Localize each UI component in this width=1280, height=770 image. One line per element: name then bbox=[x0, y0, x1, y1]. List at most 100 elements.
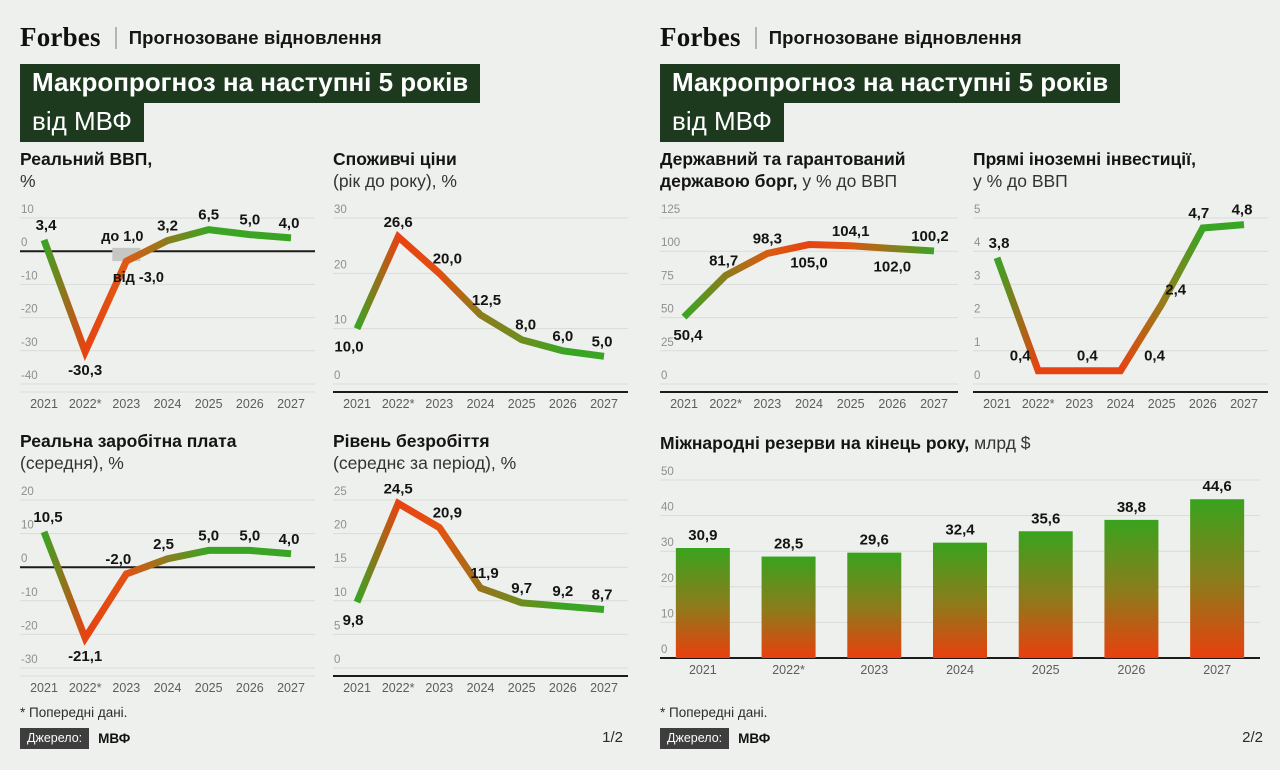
headline-box: Макропрогноз на наступні 5 років від МВФ bbox=[660, 64, 1121, 142]
svg-text:0: 0 bbox=[661, 370, 667, 382]
svg-text:-40: -40 bbox=[21, 370, 38, 382]
chart-real-gdp: Реальний ВВП, % 3,4 -30,3 3,2 6,5 5,0 4,0 до 1… bbox=[20, 148, 315, 414]
svg-text:11,9: 11,9 bbox=[470, 565, 498, 582]
svg-text:2022*: 2022* bbox=[69, 397, 102, 411]
svg-text:-20: -20 bbox=[21, 304, 38, 316]
svg-text:2027: 2027 bbox=[920, 397, 948, 411]
svg-text:-21,1: -21,1 bbox=[68, 648, 102, 665]
svg-text:-30,3: -30,3 bbox=[68, 362, 102, 379]
chart-title: Споживчі ціни (рік до року), % bbox=[333, 149, 457, 192]
svg-text:2025: 2025 bbox=[1032, 663, 1060, 677]
svg-text:2027: 2027 bbox=[1230, 397, 1258, 411]
svg-text:20: 20 bbox=[334, 520, 347, 532]
svg-text:0: 0 bbox=[974, 370, 980, 382]
svg-text:5,0: 5,0 bbox=[592, 333, 613, 350]
page-indicator: 1/2 bbox=[602, 729, 623, 746]
chart-title: Державний та гарантований державою борг,… bbox=[660, 149, 906, 192]
svg-text:2027: 2027 bbox=[1203, 663, 1231, 677]
svg-text:2026: 2026 bbox=[1189, 397, 1217, 411]
svg-text:2022*: 2022* bbox=[382, 681, 415, 695]
svg-text:2026: 2026 bbox=[236, 681, 264, 695]
masthead: Forbes Прогнозоване відновлення bbox=[20, 22, 382, 53]
svg-text:30: 30 bbox=[661, 537, 674, 549]
svg-text:2023: 2023 bbox=[860, 663, 888, 677]
svg-text:2024: 2024 bbox=[1107, 397, 1135, 411]
svg-text:2021: 2021 bbox=[30, 681, 58, 695]
svg-text:10: 10 bbox=[661, 608, 674, 620]
svg-text:2022*: 2022* bbox=[772, 663, 805, 677]
svg-text:32,4: 32,4 bbox=[945, 522, 975, 539]
svg-text:3,2: 3,2 bbox=[157, 218, 178, 235]
source-row: Джерело: МВФ bbox=[660, 728, 770, 749]
svg-text:2021: 2021 bbox=[983, 397, 1011, 411]
masthead-tagline: Прогнозоване відновлення bbox=[128, 26, 382, 48]
svg-text:2022*: 2022* bbox=[709, 397, 742, 411]
svg-text:2023: 2023 bbox=[112, 681, 140, 695]
svg-text:4,0: 4,0 bbox=[279, 215, 300, 232]
headline-line1: Макропрогноз на наступні 5 років bbox=[20, 64, 481, 103]
svg-text:2025: 2025 bbox=[195, 681, 223, 695]
svg-text:2021: 2021 bbox=[689, 663, 717, 677]
svg-text:2022*: 2022* bbox=[69, 681, 102, 695]
masthead-divider bbox=[114, 26, 117, 49]
chart-consumer-prices: Споживчі ціни (рік до року), % 10,0 26,6 2… bbox=[333, 148, 628, 414]
chart-title: Реальна заробітна плата (середня), % bbox=[20, 431, 237, 474]
chart-canvas-real-gdp: 3,4 -30,3 3,2 6,5 5,0 4,0 до 1,0 від -3,0 10 0 -10… bbox=[20, 204, 315, 411]
svg-text:75: 75 bbox=[661, 270, 674, 282]
svg-text:38,8: 38,8 bbox=[1117, 499, 1146, 516]
svg-text:0,4: 0,4 bbox=[1144, 348, 1166, 365]
svg-text:100: 100 bbox=[661, 237, 680, 249]
chart-real-wages: Реальна заробітна плата (середня), % 10,… bbox=[20, 430, 315, 698]
svg-text:2027: 2027 bbox=[590, 681, 618, 695]
svg-text:2023: 2023 bbox=[112, 397, 140, 411]
page-indicator: 2/2 bbox=[1242, 729, 1263, 746]
svg-text:2025: 2025 bbox=[837, 397, 865, 411]
svg-text:10: 10 bbox=[21, 204, 34, 216]
chart-fdi: Прямі іноземні інвестиції, у % до ВВП 3,… bbox=[973, 148, 1268, 414]
chart-canvas-unemployment: 9,8 24,5 20,9 11,9 9,7 9,2 8,7 25 20 15 10 5 0 2021 20… bbox=[333, 484, 628, 695]
svg-text:104,1: 104,1 bbox=[832, 223, 870, 240]
svg-text:2025: 2025 bbox=[508, 681, 536, 695]
svg-text:2025: 2025 bbox=[508, 397, 536, 411]
svg-text:2026: 2026 bbox=[236, 397, 264, 411]
source-value: МВФ bbox=[98, 731, 131, 746]
svg-text:5: 5 bbox=[974, 204, 980, 216]
svg-text:44,6: 44,6 bbox=[1203, 478, 1232, 495]
svg-text:2024: 2024 bbox=[946, 663, 974, 677]
chart-title: Міжнародні резерви на кінець року, млрд … bbox=[660, 433, 1031, 453]
svg-text:4,7: 4,7 bbox=[1188, 205, 1209, 222]
svg-text:25: 25 bbox=[334, 486, 347, 498]
svg-text:3,8: 3,8 bbox=[989, 235, 1010, 252]
chart-canvas-real-wages: 10,5 -21,1 -2,0 2,5 5,0 5,0 4,0 20 10 0 -10 -20 -30 2… bbox=[20, 486, 315, 695]
svg-text:2027: 2027 bbox=[590, 397, 618, 411]
chart-canvas-fdi: 3,8 0,4 0,4 0,4 2,4 4,7 4,8 5 4 3 2 1 0 2021 2022* 2023… bbox=[973, 202, 1268, 411]
svg-text:0: 0 bbox=[661, 644, 667, 656]
svg-text:2024: 2024 bbox=[795, 397, 823, 411]
svg-text:20: 20 bbox=[334, 259, 347, 271]
svg-text:2023: 2023 bbox=[1065, 397, 1093, 411]
svg-text:6,5: 6,5 bbox=[198, 207, 219, 224]
svg-text:6,0: 6,0 bbox=[552, 328, 573, 345]
svg-text:2026: 2026 bbox=[1118, 663, 1146, 677]
svg-text:100,2: 100,2 bbox=[911, 228, 949, 245]
svg-text:2025: 2025 bbox=[195, 397, 223, 411]
chart-title: Рівень безробіття (середнє за період), % bbox=[333, 431, 517, 474]
chart-canvas-consumer-prices: 10,0 26,6 20,0 12,5 8,0 6,0 5,0 30 20 10 0 2021 2022… bbox=[333, 204, 628, 411]
svg-text:10,0: 10,0 bbox=[334, 339, 363, 356]
svg-text:3,4: 3,4 bbox=[36, 217, 58, 234]
svg-text:0: 0 bbox=[21, 553, 27, 565]
panel-page-1: Forbes Прогнозоване відновлення Макропро… bbox=[20, 22, 628, 749]
svg-text:2026: 2026 bbox=[878, 397, 906, 411]
panel-page-2: Forbes Прогнозоване відновлення Макропро… bbox=[640, 0, 1280, 770]
svg-text:40: 40 bbox=[661, 502, 674, 514]
chart-title: Реальний ВВП, % bbox=[20, 149, 153, 192]
svg-text:35,6: 35,6 bbox=[1031, 510, 1060, 527]
svg-text:30: 30 bbox=[334, 204, 347, 216]
svg-text:8,7: 8,7 bbox=[592, 587, 613, 604]
footnote: * Попередні дані. bbox=[660, 705, 768, 720]
svg-text:0: 0 bbox=[334, 654, 340, 666]
forbes-logo: Forbes bbox=[660, 22, 741, 52]
svg-text:2024: 2024 bbox=[154, 397, 182, 411]
